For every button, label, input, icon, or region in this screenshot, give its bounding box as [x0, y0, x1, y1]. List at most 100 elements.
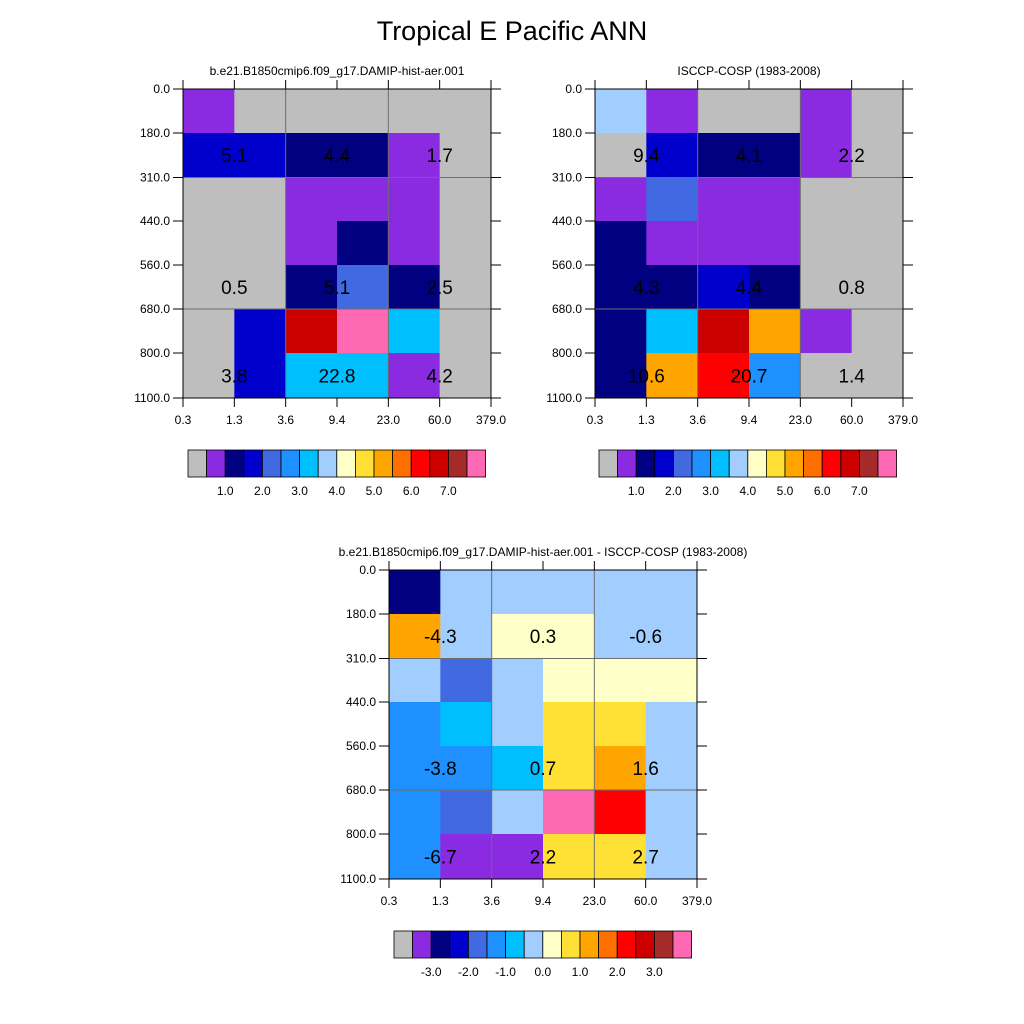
colorbar-label: 5.0: [777, 484, 794, 498]
heatmap-cell: [337, 89, 389, 134]
panel-title: ISCCP-COSP (1983-2008): [677, 64, 820, 78]
x-tick-label: 3.6: [689, 413, 706, 427]
heatmap-cell: [594, 790, 647, 835]
heatmap-cell: [749, 265, 801, 310]
heatmap-cell: [337, 177, 389, 222]
heatmap-cell: [183, 89, 235, 134]
heatmap-cell: [234, 353, 287, 399]
data-label: 0.5: [221, 278, 247, 299]
heatmap-cell: [388, 353, 441, 399]
colorbar-swatch: [392, 449, 412, 478]
heatmap-cell: [851, 353, 904, 399]
heatmap-cell: [800, 89, 853, 134]
heatmap-cell: [697, 133, 750, 178]
colorbar-swatch: [280, 449, 301, 478]
heatmap-cell: [645, 834, 698, 880]
x-tick-label: 60.0: [428, 413, 452, 427]
heatmap-cell: [491, 834, 544, 880]
heatmap-cell: [749, 221, 801, 266]
colorbar-swatch: [523, 930, 544, 959]
panel-title: b.e21.B1850cmip6.f09_g17.DAMIP-hist-aer.…: [210, 64, 465, 78]
heatmap-cell: [645, 614, 698, 659]
heatmap-cell: [595, 265, 647, 310]
heatmap-cell: [285, 221, 338, 266]
heatmap-cell: [543, 614, 595, 659]
heatmap-cell: [440, 702, 493, 747]
heatmap-cell: [543, 570, 595, 615]
data-label: 2.2: [530, 848, 556, 869]
data-label: 5.1: [324, 278, 350, 299]
heatmap-cell: [388, 133, 441, 178]
data-label: 1.4: [838, 367, 865, 388]
data-label: -0.6: [629, 627, 662, 648]
heatmap-cell: [646, 89, 699, 134]
colorbar-swatch: [542, 930, 562, 959]
data-label: 10.6: [628, 367, 665, 388]
colorbar-label: 1.0: [572, 965, 589, 979]
heatmap-cell: [285, 177, 338, 222]
data-label: 4.2: [426, 367, 452, 388]
heatmap-cell: [440, 790, 493, 835]
heatmap-cell: [697, 221, 750, 266]
colorbar-swatch: [224, 449, 245, 478]
heatmap-cell: [646, 265, 699, 310]
data-label: 20.7: [731, 367, 768, 388]
y-tick-label: 1100.0: [134, 391, 170, 405]
heatmap-cell: [389, 570, 441, 615]
heatmap-cell: [800, 177, 853, 222]
heatmap-cell: [388, 265, 441, 310]
heatmap-cell: [646, 133, 699, 178]
heatmap-cell: [285, 265, 338, 310]
y-tick-label: 680.0: [140, 302, 170, 316]
y-tick-label: 180.0: [140, 126, 170, 140]
x-tick-label: 60.0: [840, 413, 864, 427]
heatmap-cell: [851, 133, 904, 178]
heatmap-cell: [389, 746, 441, 791]
panel-observation: ISCCP-COSP (1983-2008) 0.0 180.0 310.0 440.0…: [546, 64, 918, 498]
x-tick-label: 3.6: [483, 894, 500, 908]
heatmap-cell: [595, 89, 647, 134]
heatmap-cell: [389, 614, 441, 659]
colorbar-swatch: [410, 449, 431, 478]
heatmap-cell: [595, 309, 647, 354]
heatmap-cell: [595, 177, 647, 222]
colorbar-label: -3.0: [421, 965, 442, 979]
colorbar-swatch: [617, 449, 637, 478]
data-label: 5.1: [221, 146, 247, 167]
heatmap-cell: [697, 309, 750, 354]
data-label: 1.7: [426, 146, 452, 167]
heatmap-cell: [234, 177, 287, 222]
colorbar-swatch: [373, 449, 394, 478]
y-tick-label: 560.0: [552, 258, 582, 272]
x-tick-label: 23.0: [789, 413, 813, 427]
colorbar-swatch: [579, 930, 600, 959]
heatmap-cell: [389, 834, 441, 880]
panel-title: b.e21.B1850cmip6.f09_g17.DAMIP-hist-aer.…: [339, 545, 748, 559]
colorbar-swatch: [466, 449, 487, 478]
heatmap-cell: [234, 133, 287, 178]
colorbar-label: 1.0: [217, 484, 234, 498]
colorbar-swatch: [354, 449, 375, 478]
heatmap-cell: [594, 834, 647, 880]
heatmap-cell: [439, 265, 492, 310]
data-label: -6.7: [424, 848, 457, 869]
heatmap-cell: [337, 265, 389, 310]
x-tick-label: 23.0: [377, 413, 401, 427]
colorbar-swatch: [486, 930, 507, 959]
heatmap-cell: [439, 353, 492, 399]
heatmap-cell: [749, 177, 801, 222]
data-label: 2.5: [426, 278, 452, 299]
colorbar-swatch: [317, 449, 338, 478]
heatmap-cell: [337, 309, 389, 354]
heatmap-cell: [389, 702, 441, 747]
colorbar-label: 4.0: [328, 484, 345, 498]
heatmap-cell: [543, 702, 595, 747]
data-label: 22.8: [319, 367, 356, 388]
heatmap-cell: [440, 746, 493, 791]
data-label: 2.2: [838, 146, 864, 167]
heatmap-cell: [491, 570, 544, 615]
colorbar-label: 3.0: [291, 484, 308, 498]
data-label: 0.8: [838, 278, 864, 299]
data-label: 1.6: [632, 759, 658, 780]
y-tick-label: 680.0: [552, 302, 582, 316]
